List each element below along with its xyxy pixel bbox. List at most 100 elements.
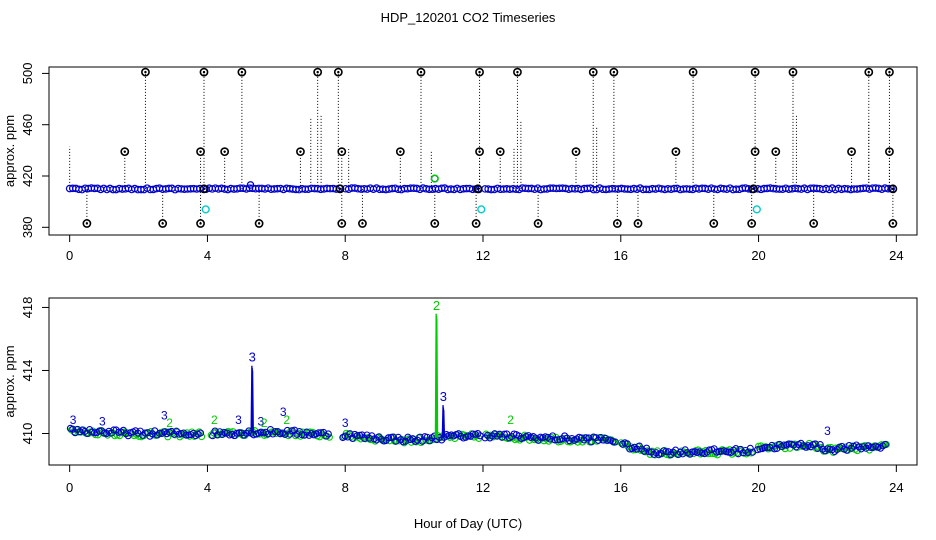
- co2-point-primary: [662, 448, 670, 456]
- outlier-marker: [395, 147, 405, 157]
- figure-title: HDP_120201 CO2 Timeseries: [381, 10, 556, 25]
- outlier-marker: [220, 147, 230, 157]
- spike-label: 3: [249, 350, 256, 365]
- outlier-marker: [333, 67, 343, 77]
- co2-point-primary: [688, 448, 696, 456]
- outlier-marker: [612, 219, 622, 228]
- outlier-marker: [809, 219, 819, 228]
- co2-point-primary: [551, 436, 559, 444]
- outlier-marker: [788, 67, 798, 77]
- outlier-marker-dot: [399, 150, 402, 153]
- outlier-marker-dot: [433, 222, 436, 225]
- outlier-marker-dot: [891, 222, 895, 225]
- spike-label: 3: [440, 389, 447, 404]
- co2-data-point: [884, 184, 892, 193]
- outlier-marker-dot: [636, 222, 640, 225]
- flagged-point: [477, 205, 486, 214]
- outlier-marker: [588, 67, 598, 77]
- outlier-marker: [158, 219, 168, 228]
- outlier-marker-dot: [199, 222, 202, 225]
- outlier-marker-dot: [299, 150, 302, 153]
- outlier-marker: [633, 219, 643, 228]
- outlier-marker-dot: [123, 150, 126, 153]
- point-label: 2: [283, 413, 290, 427]
- co2-spike-trace: [442, 409, 446, 438]
- outlier-marker-dot: [712, 222, 715, 225]
- y-tick-label: 420: [20, 165, 35, 187]
- outlier-marker: [196, 219, 205, 228]
- outlier-marker-dot: [478, 150, 481, 153]
- outlier-marker-dot: [161, 222, 164, 225]
- outlier-marker-dot: [144, 70, 147, 74]
- spike-label: 2: [433, 298, 440, 313]
- outlier-marker: [82, 219, 92, 228]
- outlier-marker: [771, 147, 781, 157]
- outlier-marker: [888, 184, 898, 194]
- x-axis-title: Hour of Day (UTC): [414, 516, 522, 531]
- flagged-point: [201, 205, 210, 214]
- co2-point-primary: [353, 432, 361, 440]
- x-tick-label: 24: [889, 248, 903, 263]
- x-tick-label: 8: [342, 248, 349, 263]
- outlier-marker-dot: [774, 150, 777, 153]
- y-tick-label: 418: [20, 297, 35, 319]
- outlier-marker: [750, 147, 760, 157]
- y-axis-title: approx. ppm: [2, 345, 17, 417]
- outlier-marker-dot: [752, 187, 755, 191]
- flagged-point: [752, 205, 761, 214]
- outlier-marker-dot: [202, 187, 206, 191]
- x-tick-label: 20: [751, 480, 765, 495]
- outlier-marker: [430, 219, 440, 228]
- co2-point-primary: [867, 443, 875, 452]
- point-label: 2: [261, 416, 268, 430]
- co2-point-primary: [197, 429, 205, 437]
- point-label: 3: [257, 415, 264, 429]
- outlier-marker: [688, 67, 698, 77]
- outlier-marker: [671, 147, 681, 157]
- outlier-marker-dot: [574, 150, 578, 153]
- y-axis-title: approx. ppm: [2, 115, 17, 187]
- co2-point-primary: [141, 429, 149, 437]
- outlier-marker-dot: [612, 70, 616, 74]
- point-label: 3: [342, 416, 349, 430]
- outlier-marker-dot: [888, 70, 891, 74]
- co2-data-point: [744, 185, 753, 193]
- outlier-marker: [337, 219, 347, 228]
- outlier-marker-dot: [888, 150, 891, 153]
- co2-point-primary: [715, 448, 723, 456]
- outlier-marker: [495, 147, 505, 157]
- co2-point-primary: [324, 430, 332, 438]
- outlier-marker-dot: [516, 70, 519, 74]
- co2-point-secondary: [116, 432, 124, 440]
- outlier-marker: [313, 67, 323, 77]
- point-label: 3: [70, 413, 77, 427]
- y-tick-label: 414: [20, 360, 35, 382]
- outlier-marker-dot: [616, 222, 619, 225]
- point-label: 3: [235, 413, 242, 427]
- outlier-marker-dot: [750, 222, 753, 225]
- co2-point-primary: [315, 429, 323, 437]
- outlier-marker: [864, 67, 874, 77]
- x-tick-label: 24: [889, 480, 903, 495]
- x-tick-label: 4: [204, 480, 211, 495]
- outlier-marker-dot: [891, 187, 895, 191]
- y-tick-label: 380: [20, 216, 35, 238]
- outlier-marker: [747, 219, 757, 228]
- outlier-marker: [196, 147, 205, 157]
- outlier-marker: [709, 219, 719, 228]
- co2-spike-trace: [251, 370, 254, 433]
- point-label: 2: [166, 416, 173, 430]
- co2-point-primary: [90, 429, 99, 437]
- outlier-marker-dot: [536, 222, 540, 225]
- outlier-marker: [237, 67, 247, 77]
- outlier-marker-dot: [867, 70, 870, 74]
- co2-point-primary: [184, 431, 193, 439]
- outlier-marker: [475, 67, 484, 77]
- outlier-marker: [358, 219, 367, 228]
- outlier-marker-dot: [476, 187, 480, 191]
- outlier-marker-dot: [753, 150, 757, 153]
- outlier-marker-dot: [316, 70, 319, 74]
- co2-point-primary: [780, 441, 788, 449]
